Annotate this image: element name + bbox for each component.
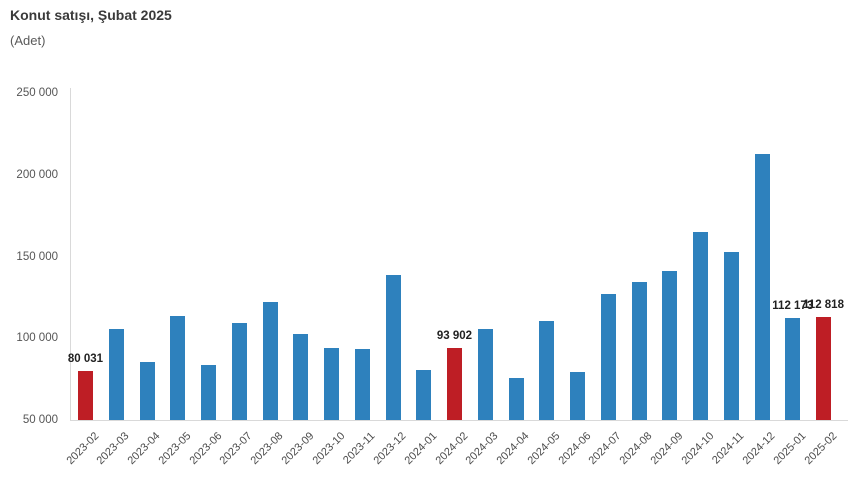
bar-2023-12 xyxy=(385,275,401,420)
bar-2024-07 xyxy=(600,293,616,420)
bar-value-label: 80 031 xyxy=(67,352,104,365)
bar-value-label: 112 173 xyxy=(772,300,814,313)
bar-2025-01 xyxy=(785,318,801,420)
bar-2024-01 xyxy=(416,370,432,420)
bar-value-label: 93 902 xyxy=(436,330,473,343)
y-tick-label: 50 000 xyxy=(22,414,58,426)
bar-2023-09 xyxy=(293,333,309,420)
bar-2025-02 xyxy=(816,317,831,420)
bar-2023-08 xyxy=(262,302,278,420)
bar-2024-02 xyxy=(447,348,462,420)
y-tick-label: 250 000 xyxy=(16,87,58,99)
bar-2024-10 xyxy=(693,231,708,420)
chart-title: Konut satışı, Şubat 2025 xyxy=(10,7,172,23)
chart-subtitle: (Adet) xyxy=(10,33,46,48)
bar-2023-06 xyxy=(201,365,216,420)
y-tick-label: 150 000 xyxy=(16,250,58,263)
y-tick-label: 100 000 xyxy=(16,332,58,345)
x-axis-line xyxy=(70,420,848,421)
bar-2023-07 xyxy=(231,322,247,420)
bar-2023-11 xyxy=(354,348,370,420)
bar-2023-03 xyxy=(108,329,124,420)
bar-2023-05 xyxy=(170,315,186,420)
bar-2024-11 xyxy=(723,251,739,420)
bar-2024-05 xyxy=(539,320,555,420)
y-tick-label: 200 000 xyxy=(16,168,58,181)
bar-2023-02 xyxy=(78,370,93,420)
bar-2024-09 xyxy=(662,271,678,420)
bar-2024-06 xyxy=(570,372,585,420)
y-axis-line xyxy=(70,88,71,421)
bar-2024-08 xyxy=(631,282,647,420)
bar-2023-04 xyxy=(139,361,155,420)
bar-value-label: 112 818 xyxy=(803,299,844,312)
bar-2023-10 xyxy=(324,348,339,420)
bar-2024-12 xyxy=(754,154,770,420)
bar-2024-04 xyxy=(508,378,524,420)
bar-2024-03 xyxy=(477,329,493,420)
